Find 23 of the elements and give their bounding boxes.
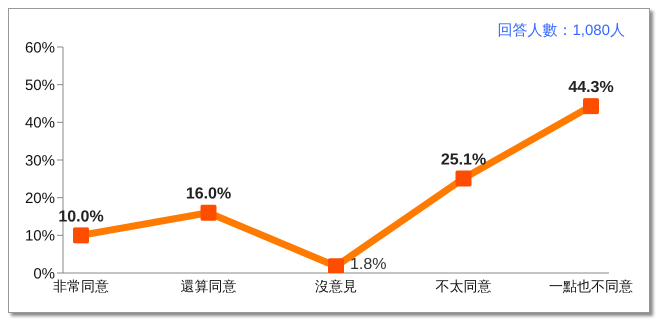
x-tick-label: 還算同意	[180, 278, 236, 294]
point	[456, 170, 472, 186]
x-tick-label: 沒意見	[315, 278, 357, 294]
x-tick-label: 不太同意	[436, 278, 492, 294]
point	[328, 258, 344, 273]
data-label: 16.0%	[186, 186, 232, 203]
text: 回答人數：1,080人	[497, 21, 625, 40]
point	[200, 204, 216, 221]
y-tick-label: 50%	[24, 76, 55, 94]
y-tick-label: 0%	[33, 265, 55, 282]
y-tick-label: 20%	[24, 190, 55, 207]
y-tick-label: 10%	[24, 228, 55, 245]
data-label: 1.8%	[350, 256, 386, 274]
y-tick-label: 60%	[24, 39, 55, 56]
data-label: 44.3%	[568, 79, 614, 96]
y-tick-label: 40%	[24, 114, 55, 132]
x-tick-label: 一點也不同意	[549, 278, 633, 294]
point	[583, 98, 599, 114]
x-tick-label: 非常同意	[53, 278, 109, 294]
data-label: 25.1%	[440, 151, 486, 168]
y-tick-label: 30%	[24, 152, 55, 170]
point	[73, 227, 89, 244]
data-label: 10.0%	[58, 208, 104, 226]
